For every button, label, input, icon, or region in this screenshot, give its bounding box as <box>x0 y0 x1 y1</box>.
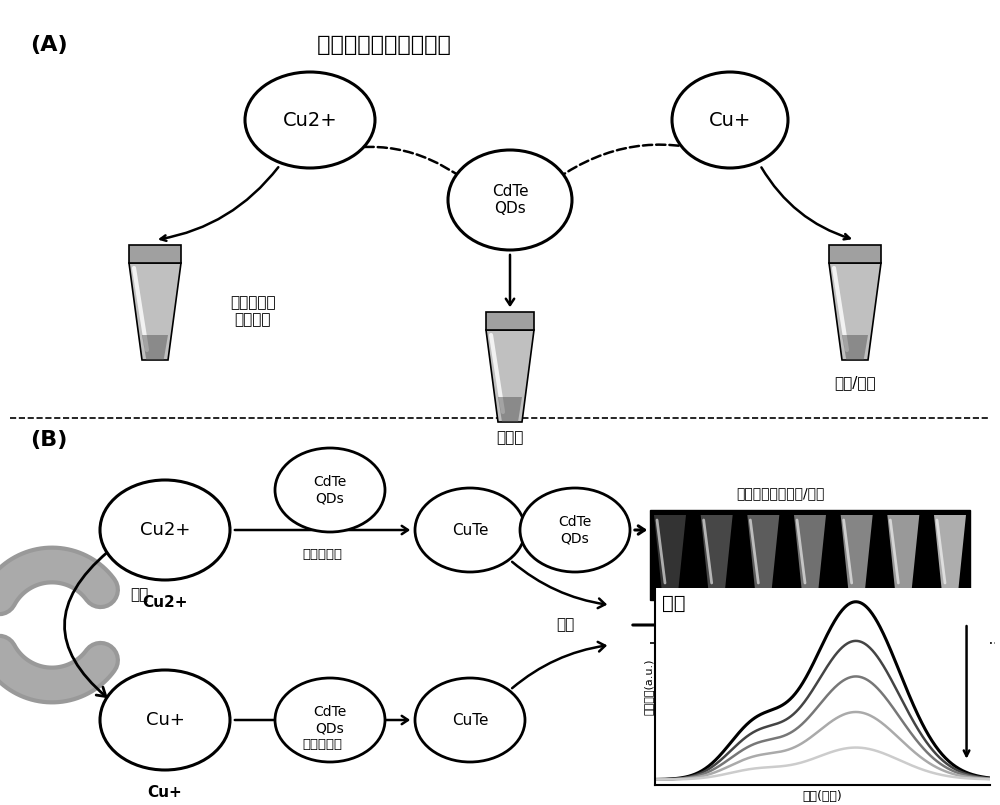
Polygon shape <box>486 330 534 422</box>
Polygon shape <box>841 515 873 593</box>
Text: 草酸: 草酸 <box>130 588 148 602</box>
Bar <box>486 312 534 330</box>
Polygon shape <box>829 263 881 360</box>
Polygon shape <box>498 397 522 422</box>
Text: Cu+: Cu+ <box>148 785 182 800</box>
Polygon shape <box>934 515 966 593</box>
Polygon shape <box>701 515 733 593</box>
Text: 荧光: 荧光 <box>662 593 685 613</box>
Ellipse shape <box>415 488 525 572</box>
Text: CdTe
QDs: CdTe QDs <box>558 515 592 545</box>
FancyArrowPatch shape <box>64 551 108 696</box>
Text: 亮红色: 亮红色 <box>496 430 524 445</box>
Text: 蓝色/紫色: 蓝色/紫色 <box>834 375 876 390</box>
Text: 阳离子交换: 阳离子交换 <box>302 548 342 561</box>
Ellipse shape <box>245 72 375 168</box>
Polygon shape <box>842 335 868 360</box>
Text: CdTe
QDs: CdTe QDs <box>492 184 528 217</box>
Text: 亮红色变淡
为紫红色: 亮红色变淡 为紫红色 <box>230 295 276 328</box>
Ellipse shape <box>415 678 525 762</box>
Polygon shape <box>654 515 686 593</box>
Polygon shape <box>794 515 826 593</box>
Ellipse shape <box>100 480 230 580</box>
Text: CdTe
QDs: CdTe QDs <box>313 705 347 735</box>
X-axis label: 波长(纳米): 波长(纳米) <box>803 791 842 803</box>
Bar <box>129 245 181 263</box>
Ellipse shape <box>448 150 572 250</box>
Text: Cu2+: Cu2+ <box>142 595 188 610</box>
Ellipse shape <box>520 488 630 572</box>
Bar <box>650 510 970 600</box>
Text: Cu+: Cu+ <box>146 711 184 729</box>
FancyArrowPatch shape <box>512 562 605 608</box>
Polygon shape <box>887 515 919 593</box>
FancyArrowPatch shape <box>557 145 715 179</box>
Text: Cu2+: Cu2+ <box>283 110 337 130</box>
Polygon shape <box>142 335 168 360</box>
Text: Cu+: Cu+ <box>709 110 751 130</box>
Ellipse shape <box>672 72 788 168</box>
Ellipse shape <box>275 448 385 532</box>
Text: 选择性阳离子交换反应: 选择性阳离子交换反应 <box>310 35 451 55</box>
Ellipse shape <box>100 670 230 770</box>
Text: 亮红色渐变为蓝色/紫色: 亮红色渐变为蓝色/紫色 <box>736 486 824 500</box>
Text: (A): (A) <box>30 35 68 55</box>
Text: CdTe
QDs: CdTe QDs <box>313 475 347 505</box>
Text: 可视化: 可视化 <box>794 625 826 643</box>
Bar <box>829 245 881 263</box>
Polygon shape <box>129 263 181 360</box>
FancyArrowPatch shape <box>325 147 463 179</box>
Y-axis label: 荧光强度(a.u.): 荧光强度(a.u.) <box>644 658 654 715</box>
Text: 阳离子交换: 阳离子交换 <box>302 738 342 751</box>
Text: CuTe: CuTe <box>452 522 488 538</box>
Text: 检测: 检测 <box>556 617 574 633</box>
FancyArrowPatch shape <box>512 642 605 688</box>
Text: (B): (B) <box>30 430 67 450</box>
Ellipse shape <box>275 678 385 762</box>
Text: CuTe: CuTe <box>452 712 488 728</box>
Polygon shape <box>747 515 779 593</box>
Text: Cu2+: Cu2+ <box>140 521 190 539</box>
